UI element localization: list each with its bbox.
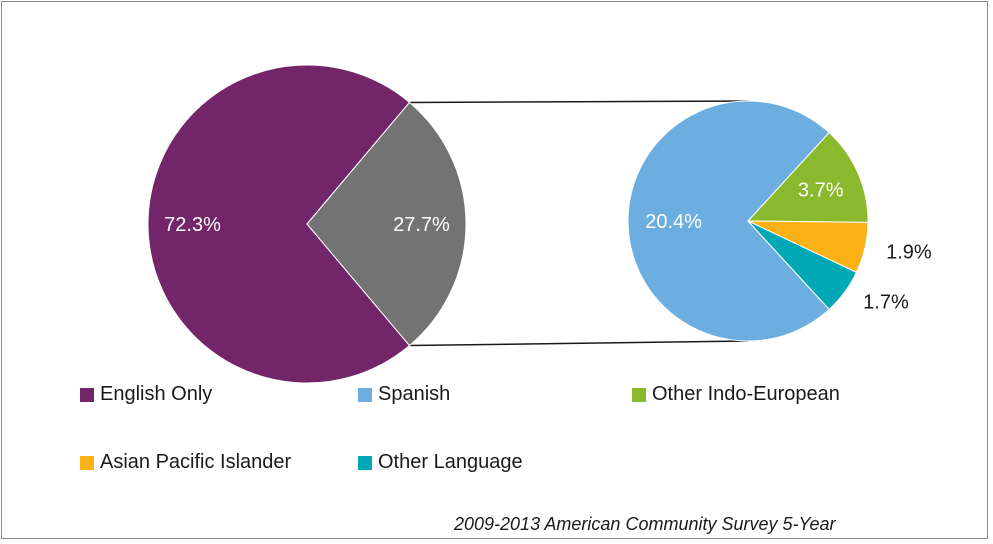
main-slice-other-than-english — [306, 101, 467, 347]
source-text: 2009-2013 American Community Survey 5-Ye… — [454, 514, 836, 534]
legend-swatch — [358, 455, 372, 470]
legend-swatch — [80, 387, 94, 402]
secondary-slice-spanish — [627, 100, 830, 342]
legend-label: Other Indo-European — [652, 383, 840, 405]
connector-line-top — [409, 100, 749, 104]
secondary-slice-label: 1.9% — [886, 241, 932, 263]
legend-label: Spanish — [378, 383, 451, 405]
main-slice-label: 72.3% — [164, 214, 221, 236]
secondary-slice-label: 20.4% — [645, 211, 702, 233]
legend-item-other-indo-european: Other Indo-European — [632, 383, 840, 406]
main-slice-label: 27.7% — [393, 214, 450, 236]
legend-item-asian-pacific-islander: Asian Pacific Islander — [80, 451, 291, 474]
legend: English Only Spanish Other Indo-European… — [80, 383, 840, 474]
legend-label: Other Language — [378, 451, 523, 473]
secondary-slice-other-language — [747, 220, 858, 311]
legend-item-english-only: English Only — [80, 383, 212, 406]
legend-swatch — [632, 387, 646, 402]
secondary-slice-label: 1.7% — [863, 291, 909, 313]
legend-label: English Only — [100, 383, 213, 405]
legend-item-spanish: Spanish — [358, 383, 450, 406]
legend-swatch — [358, 387, 372, 402]
legend-swatch — [80, 455, 94, 470]
main-slice-english-only — [147, 64, 411, 384]
secondary-slice-label: 3.7% — [798, 180, 844, 202]
connector-line-bottom — [409, 340, 749, 347]
secondary-slice-other-indo-european — [746, 131, 869, 223]
legend-label: Asian Pacific Islander — [100, 451, 292, 473]
legend-item-other-language: Other Language — [358, 451, 523, 474]
